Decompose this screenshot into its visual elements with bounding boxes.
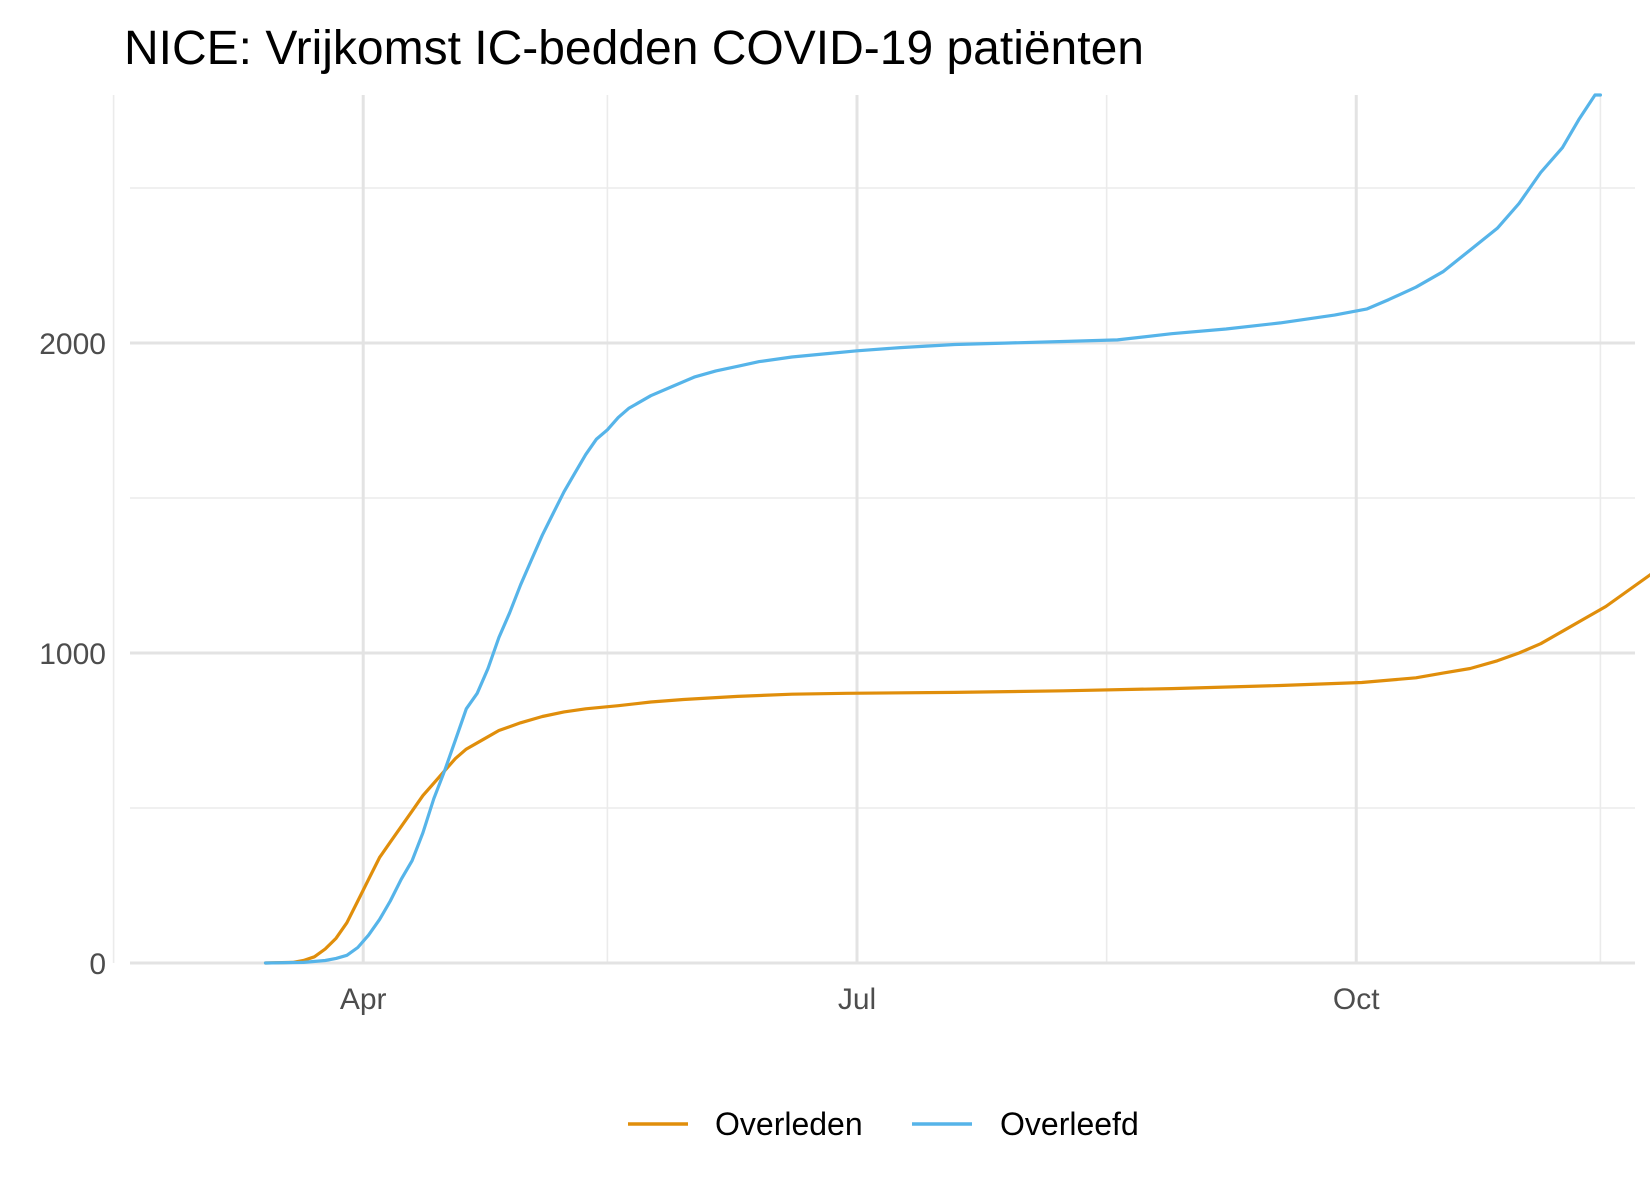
legend-label-overleefd: Overleefd — [1000, 1106, 1139, 1142]
y-tick-label: 1000 — [39, 638, 106, 671]
legend: Overleden Overleefd — [628, 1106, 1139, 1142]
y-axis-tick-labels: 0 1000 2000 — [39, 328, 106, 981]
y-tick-label: 0 — [89, 948, 106, 981]
x-axis-tick-labels: Apr Jul Oct — [340, 983, 1380, 1016]
chart-title: NICE: Vrijkomst IC-bedden COVID-19 patië… — [124, 22, 1144, 75]
x-tick-label: Apr — [340, 983, 387, 1016]
series-lines — [263, 93, 1650, 965]
grid-major-lines — [130, 95, 1635, 965]
y-tick-label: 2000 — [39, 328, 106, 361]
series-line-overleden — [263, 572, 1650, 965]
grid-minor-lines — [112, 95, 1635, 963]
series-line-overleefd — [263, 93, 1603, 965]
x-tick-label: Oct — [1333, 983, 1380, 1016]
legend-label-overleden: Overleden — [715, 1106, 863, 1142]
x-tick-label: Jul — [838, 983, 876, 1016]
